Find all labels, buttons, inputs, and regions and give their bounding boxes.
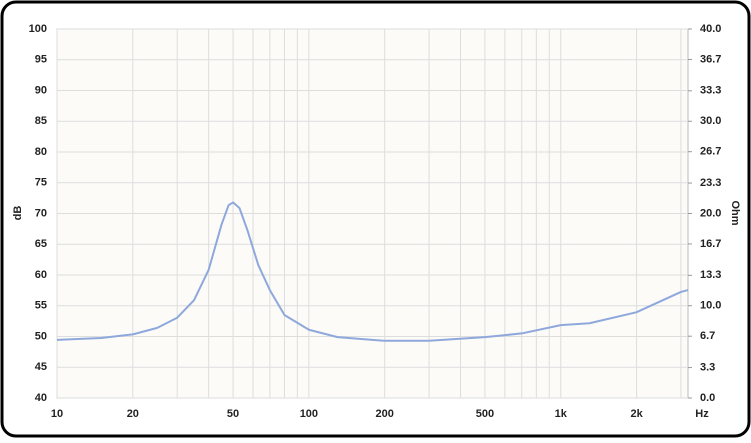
y-tick-label: 60 — [35, 269, 47, 281]
y2-tick-label: 0.0 — [700, 392, 715, 404]
y-tick-label: 65 — [35, 238, 47, 250]
y2-tick-label: 36.7 — [700, 53, 721, 65]
y-tick-label: 45 — [35, 361, 47, 373]
y-tick-label: 55 — [35, 300, 47, 312]
y2-tick-label: 30.0 — [700, 115, 721, 127]
x-tick-label: 10 — [51, 408, 63, 420]
x-tick-label: 100 — [300, 408, 318, 420]
y-tick-label: 70 — [35, 207, 47, 219]
y-axis-label: dB — [12, 206, 24, 221]
y2-tick-label: 40.0 — [700, 23, 721, 35]
x-tick-label: 20 — [127, 408, 139, 420]
y-tick-label: 50 — [35, 330, 47, 342]
x-tick-label: 2k — [630, 408, 643, 420]
y2-tick-label: 3.3 — [700, 361, 715, 373]
x-tick-label: 1k — [555, 408, 568, 420]
y-tick-label: 75 — [35, 177, 47, 189]
impedance-line — [56, 201, 689, 342]
y2-tick-label: 6.7 — [700, 330, 715, 342]
x-tick-label: 200 — [376, 408, 394, 420]
x-tick-label: 50 — [227, 408, 239, 420]
y2-tick-label: 13.3 — [700, 269, 721, 281]
x-axis-label: Hz — [695, 408, 709, 420]
y-tick-label: 85 — [35, 115, 47, 127]
y2-tick-label: 10.0 — [700, 300, 721, 312]
y-tick-label: 40 — [35, 392, 47, 404]
y-tick-label: 90 — [35, 84, 47, 96]
y2-tick-label: 23.3 — [700, 177, 721, 189]
y2-tick-label: 20.0 — [700, 207, 721, 219]
y2-tick-label: 16.7 — [700, 238, 721, 250]
y-tick-label: 95 — [35, 54, 47, 66]
y2-axis-label: Ohm — [729, 200, 741, 225]
y2-tick-label: 26.7 — [700, 146, 721, 158]
y-tick-label: 100 — [29, 23, 47, 35]
x-tick-label: 500 — [476, 408, 494, 420]
y-tick-label: 80 — [35, 146, 47, 158]
y2-tick-label: 33.3 — [700, 85, 721, 97]
